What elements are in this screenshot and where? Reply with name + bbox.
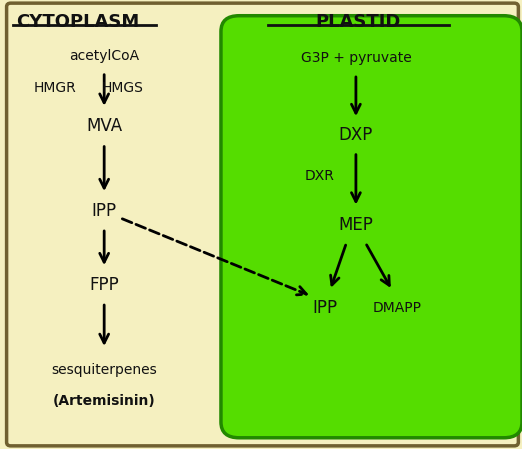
Text: CYTOPLASM: CYTOPLASM bbox=[17, 13, 140, 31]
Text: G3P + pyruvate: G3P + pyruvate bbox=[301, 51, 411, 66]
Text: DXR: DXR bbox=[305, 169, 335, 183]
Text: DXP: DXP bbox=[339, 126, 373, 144]
Text: MVA: MVA bbox=[86, 117, 122, 135]
FancyBboxPatch shape bbox=[221, 16, 522, 438]
Text: acetylCoA: acetylCoA bbox=[69, 49, 139, 63]
Text: (Artemisinin): (Artemisinin) bbox=[53, 393, 156, 408]
Text: HMGS: HMGS bbox=[101, 80, 143, 95]
Text: IPP: IPP bbox=[312, 299, 337, 317]
Text: IPP: IPP bbox=[92, 202, 117, 220]
Text: sesquiterpenes: sesquiterpenes bbox=[51, 363, 157, 378]
Text: HMGR: HMGR bbox=[33, 80, 76, 95]
Text: MEP: MEP bbox=[338, 216, 373, 233]
Text: FPP: FPP bbox=[89, 276, 119, 294]
Text: DMAPP: DMAPP bbox=[373, 300, 422, 315]
FancyBboxPatch shape bbox=[7, 3, 518, 446]
Text: PLASTID: PLASTID bbox=[316, 13, 401, 31]
